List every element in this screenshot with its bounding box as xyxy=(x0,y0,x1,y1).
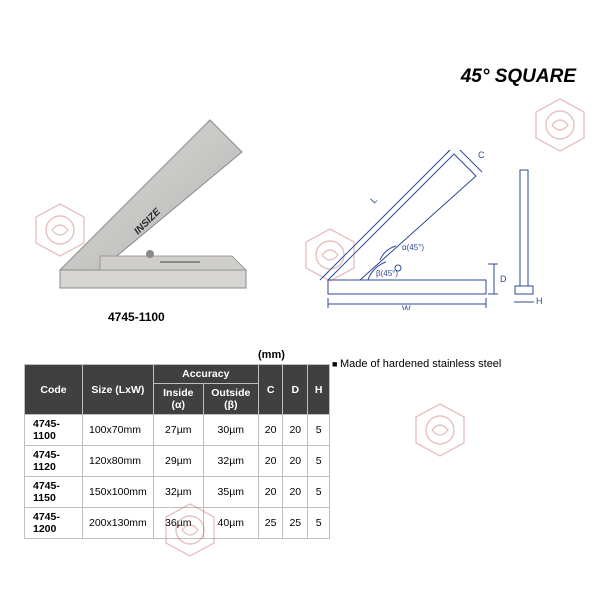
cell-c: 25 xyxy=(258,508,283,539)
page-title: 45° SQUARE xyxy=(461,66,576,88)
dim-w: W xyxy=(402,304,411,310)
cell-d: 20 xyxy=(283,446,308,477)
cell-c: 20 xyxy=(258,415,283,446)
watermark-icon xyxy=(530,95,590,155)
cell-size: 100x70mm xyxy=(83,415,154,446)
th-accuracy: Accuracy xyxy=(153,365,258,384)
cell-d: 20 xyxy=(283,477,308,508)
material-note: Made of hardened stainless steel xyxy=(332,358,501,370)
cell-h: 5 xyxy=(308,446,330,477)
cell-h: 5 xyxy=(308,477,330,508)
table-row: 4745-1150150x100mm32µm35µm20205 xyxy=(25,477,330,508)
cell-code: 4745-1120 xyxy=(25,446,83,477)
cell-inside: 29µm xyxy=(153,446,203,477)
product-code-label: 4745-1100 xyxy=(108,310,165,324)
cell-outside: 40µm xyxy=(203,508,258,539)
th-code: Code xyxy=(25,365,83,415)
table-row: 4745-1100100x70mm27µm30µm20205 xyxy=(25,415,330,446)
th-inside: Inside (α) xyxy=(153,384,203,415)
spec-table: Code Size (LxW) Accuracy C D H Inside (α… xyxy=(24,364,330,539)
cell-c: 20 xyxy=(258,446,283,477)
dim-c: C xyxy=(478,150,485,160)
technical-diagram: L C W D H α(45°) β(45°) xyxy=(308,150,568,310)
table-row: 4745-1120120x80mm29µm32µm20205 xyxy=(25,446,330,477)
cell-h: 5 xyxy=(308,508,330,539)
dim-l: L xyxy=(368,195,379,206)
cell-code: 4745-1100 xyxy=(25,415,83,446)
cell-inside: 27µm xyxy=(153,415,203,446)
watermark-icon xyxy=(410,400,470,460)
dim-h: H xyxy=(536,296,543,306)
cell-d: 20 xyxy=(283,415,308,446)
cell-inside: 36µm xyxy=(153,508,203,539)
product-photo: INSIZE xyxy=(30,110,260,300)
cell-outside: 30µm xyxy=(203,415,258,446)
cell-d: 25 xyxy=(283,508,308,539)
cell-code: 4745-1150 xyxy=(25,477,83,508)
th-h: H xyxy=(308,365,330,415)
dim-beta: β(45°) xyxy=(376,269,398,278)
th-size: Size (LxW) xyxy=(83,365,154,415)
th-d: D xyxy=(283,365,308,415)
cell-h: 5 xyxy=(308,415,330,446)
cell-outside: 35µm xyxy=(203,477,258,508)
cell-outside: 32µm xyxy=(203,446,258,477)
unit-label: (mm) xyxy=(258,349,285,361)
cell-size: 120x80mm xyxy=(83,446,154,477)
th-outside: Outside (β) xyxy=(203,384,258,415)
cell-c: 20 xyxy=(258,477,283,508)
cell-size: 150x100mm xyxy=(83,477,154,508)
spec-table-body: 4745-1100100x70mm27µm30µm202054745-11201… xyxy=(25,415,330,539)
dim-d: D xyxy=(500,274,507,284)
cell-size: 200x130mm xyxy=(83,508,154,539)
dim-alpha: α(45°) xyxy=(402,243,424,252)
table-row: 4745-1200200x130mm36µm40µm25255 xyxy=(25,508,330,539)
th-c: C xyxy=(258,365,283,415)
cell-inside: 32µm xyxy=(153,477,203,508)
cell-code: 4745-1200 xyxy=(25,508,83,539)
